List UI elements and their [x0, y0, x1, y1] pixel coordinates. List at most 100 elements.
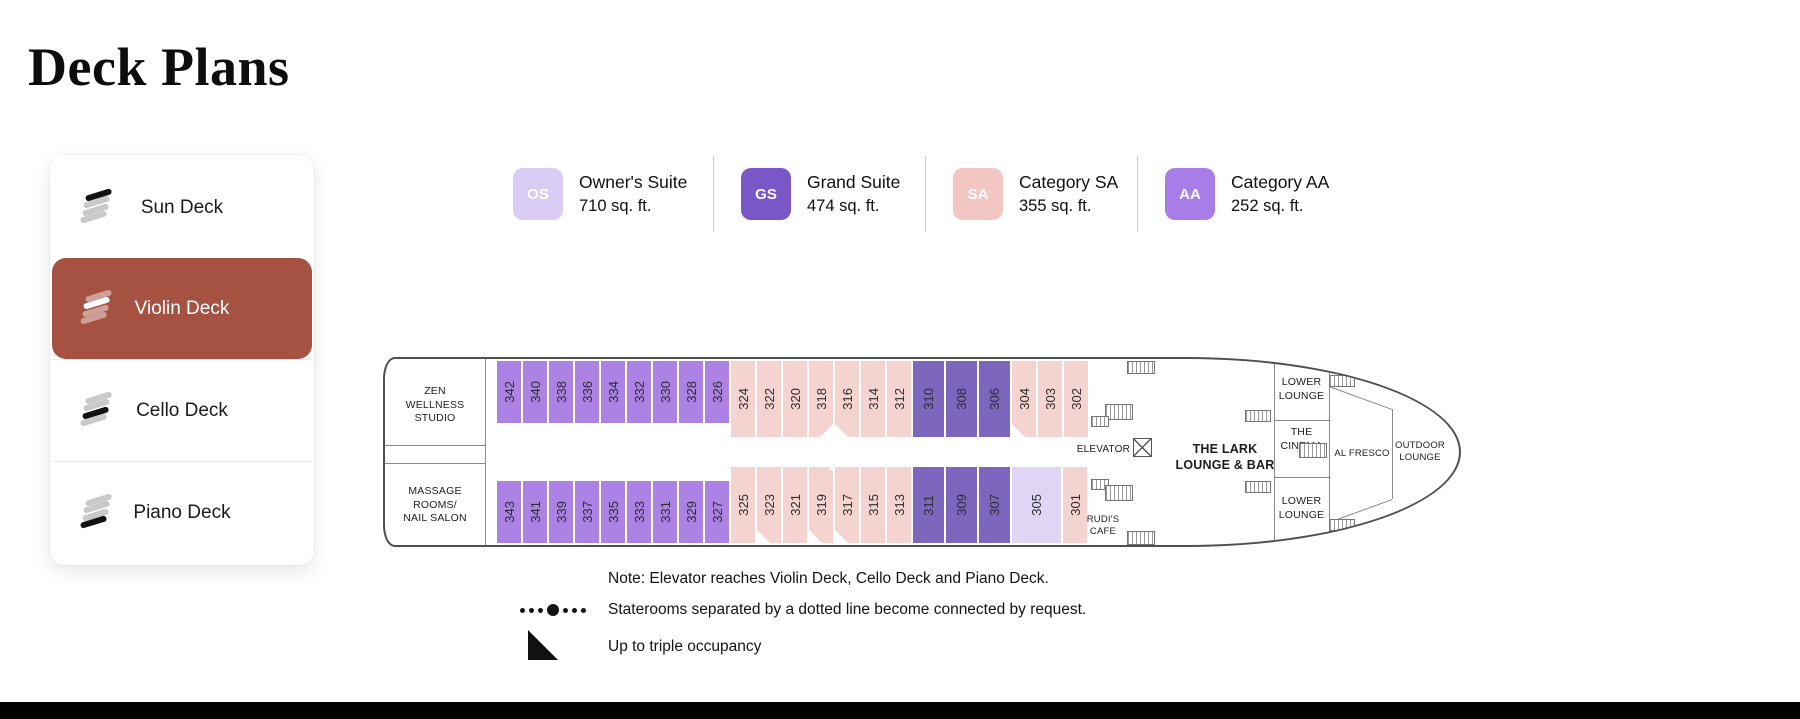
cabin-number: 337 — [579, 501, 595, 523]
cabin-number: 306 — [987, 388, 1002, 410]
triple-occupancy-marker — [1012, 424, 1025, 437]
lounge-column-right-wall — [1329, 359, 1330, 545]
legend-item-sa: SA Category SA 355 sq. ft. — [925, 156, 1137, 232]
lark-lounge-bar-label: THE LARK LOUNGE & BAR — [1175, 442, 1275, 473]
cabin-321: 321 — [783, 467, 807, 543]
cabin-304: 304 — [1012, 361, 1036, 437]
cabin-339: 339 — [549, 481, 573, 543]
cabin-312: 312 — [887, 361, 911, 437]
sidebar-item-label: Cello Deck — [136, 399, 228, 421]
cabin-row-bottom: 343 341 339 337 335 333 331 329 327 325 323 321 319 3… — [497, 462, 1087, 543]
lounge-cinema-divider — [1274, 420, 1329, 421]
cabin-310: 310 — [913, 361, 944, 437]
cinema-lounge-divider — [1274, 477, 1329, 478]
cabin-335: 335 — [601, 481, 625, 543]
elevator-label: ELEVATOR — [1076, 444, 1130, 455]
note-elevator: Note: Elevator reaches Violin Deck, Cell… — [608, 570, 1049, 587]
legend-category-size: 474 sq. ft. — [807, 196, 880, 215]
stairs-icon — [1329, 375, 1355, 387]
cabin-number: 328 — [683, 381, 699, 403]
cabin-row-top: 342 340 338 336 334 332 330 328 326 324 322 320 318 3… — [497, 361, 1088, 442]
legend-category-size: 252 sq. ft. — [1231, 196, 1304, 215]
massage-nail-salon-label: MASSAGE ROOMS/ NAIL SALON — [403, 485, 467, 525]
cabin-302: 302 — [1064, 361, 1088, 437]
cabin-318: 318 — [809, 361, 838, 442]
cabin-333: 333 — [627, 481, 651, 543]
cabin-341: 341 — [523, 481, 547, 543]
stairs-icon — [1127, 531, 1155, 545]
cabin-number: 319 — [813, 494, 829, 516]
cabin-number: 309 — [954, 494, 969, 516]
cabin-number: 342 — [501, 381, 517, 403]
bottom-bar — [0, 702, 1800, 719]
cabin-342: 342 — [497, 361, 521, 423]
cabin-number: 308 — [954, 388, 969, 410]
cabin-number: 316 — [839, 388, 855, 410]
al-fresco-label: AL FRESCO — [1334, 448, 1390, 459]
category-legend: OS Owner's Suite 710 sq. ft. GS Grand Suite 4… — [501, 156, 1349, 232]
legend-item-gs: GS Grand Suite 474 sq. ft. — [713, 156, 925, 232]
stern-wall-line — [485, 359, 486, 545]
sidebar-item-piano-deck[interactable]: Piano Deck — [52, 461, 312, 563]
outdoor-lounge-label: OUTDOOR LOUNGE — [1395, 440, 1445, 464]
stairs-icon — [1105, 485, 1133, 501]
cabin-number: 339 — [553, 501, 569, 523]
stairs-icon — [1105, 404, 1133, 420]
legend-category-size: 355 sq. ft. — [1019, 196, 1092, 215]
stairs-icon — [1329, 519, 1355, 531]
cabin-number: 310 — [921, 388, 936, 410]
cabin-number: 327 — [709, 501, 725, 523]
category-badge: GS — [741, 168, 791, 220]
cabin-327: 327 — [705, 481, 729, 543]
legend-category-name: Category SA — [1019, 172, 1119, 193]
cabin-number: 321 — [787, 494, 803, 516]
lower-lounge-bottom-label: LOWER LOUNGE — [1278, 495, 1325, 521]
dotted-line-icon — [520, 604, 586, 616]
cabin-324: 324 — [731, 361, 755, 437]
legend-item-os: OS Owner's Suite 710 sq. ft. — [501, 156, 713, 232]
lower-lounge-top-label: LOWER LOUNGE — [1278, 376, 1325, 402]
connecting-room-divider — [833, 467, 835, 543]
cabin-number: 325 — [735, 494, 751, 516]
cabin-323: 323 — [757, 467, 781, 543]
cabin-343: 343 — [497, 481, 521, 543]
category-badge: OS — [513, 168, 563, 220]
cabin-317: 317 — [835, 467, 859, 543]
stairs-icon — [1245, 410, 1271, 422]
stairs-icon — [1127, 361, 1155, 374]
legend-category-name: Owner's Suite — [579, 172, 688, 193]
cabin-number: 317 — [839, 494, 855, 516]
connecting-room-dot — [829, 433, 838, 442]
cabin-328: 328 — [679, 361, 703, 423]
al-fresco-wall-right — [1392, 409, 1393, 499]
cabin-330: 330 — [653, 361, 677, 423]
cabin-number: 334 — [605, 381, 621, 403]
cabin-340: 340 — [523, 361, 547, 423]
sidebar-item-label: Violin Deck — [134, 297, 230, 319]
sidebar-item-sun-deck[interactable]: Sun Deck — [52, 157, 312, 258]
triple-occupancy-icon — [528, 630, 558, 660]
cabin-326: 326 — [705, 361, 729, 423]
cabin-number: 336 — [579, 381, 595, 403]
sidebar-item-cello-deck[interactable]: Cello Deck — [52, 359, 312, 461]
legend-item-aa: AA Category AA 252 sq. ft. — [1137, 156, 1349, 232]
stairs-icon — [1245, 481, 1271, 493]
sidebar-item-violin-deck[interactable]: Violin Deck — [52, 258, 312, 359]
cabin-number: 326 — [709, 381, 725, 403]
triple-occupancy-marker — [835, 530, 848, 543]
cabin-number: 322 — [761, 388, 777, 410]
page-title: Deck Plans — [28, 37, 290, 97]
cabin-number: 341 — [527, 501, 543, 523]
cabin-305: 305 — [1012, 467, 1061, 543]
cabin-number: 314 — [865, 388, 881, 410]
sidebar-item-label: Piano Deck — [133, 501, 231, 523]
sidebar-item-label: Sun Deck — [140, 196, 224, 218]
cabin-number: 340 — [527, 381, 543, 403]
triple-occupancy-marker — [835, 424, 848, 437]
cabin-308: 308 — [946, 361, 977, 437]
legend-category-name: Category AA — [1231, 172, 1330, 193]
cabin-338: 338 — [549, 361, 573, 423]
note-triple-occupancy: Up to triple occupancy — [608, 638, 762, 655]
cabin-number: 335 — [605, 501, 621, 523]
